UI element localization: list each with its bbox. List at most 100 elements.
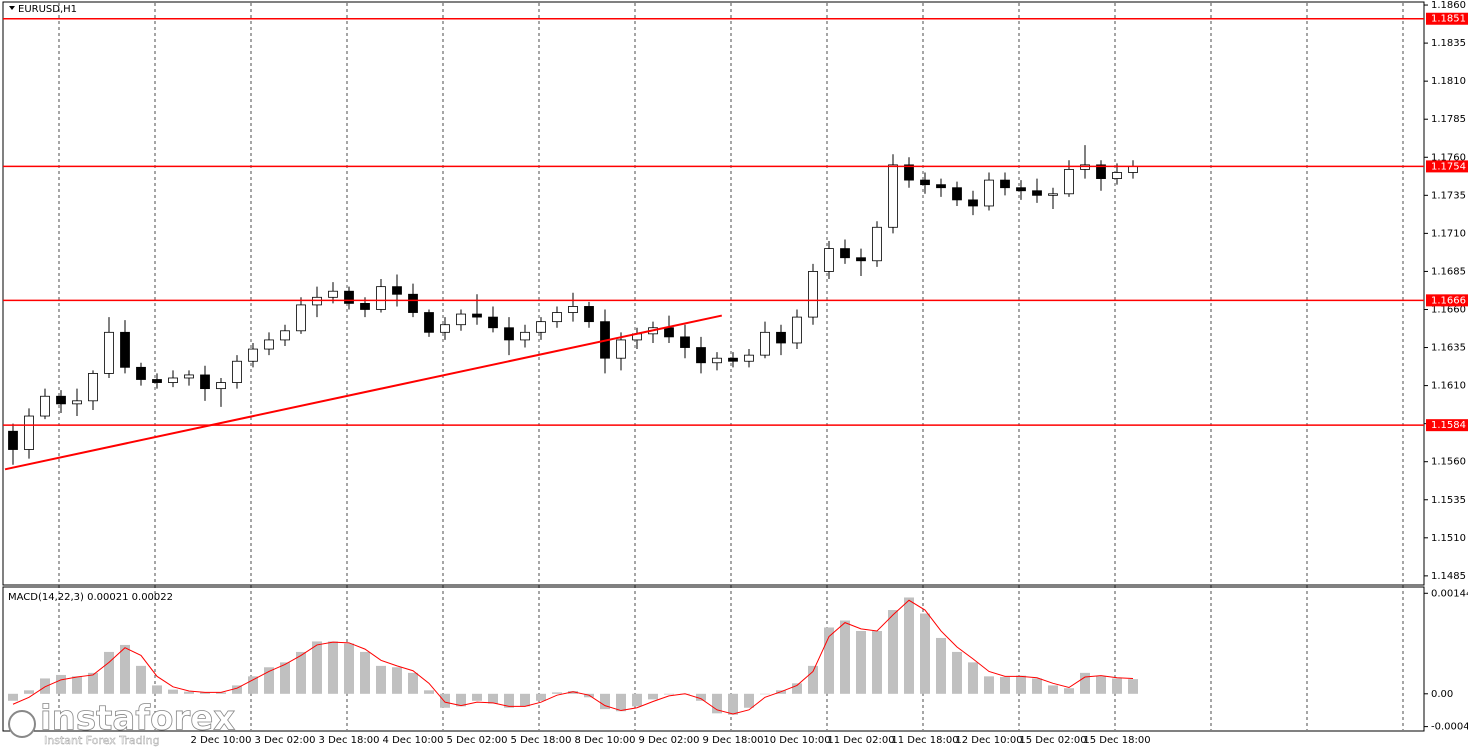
macd-bar (248, 676, 258, 694)
level-label: 1.1754 (1431, 161, 1466, 172)
candle-body (456, 313, 466, 326)
macd-bar (904, 597, 914, 694)
macd-bar (840, 620, 850, 694)
macd-bar (1032, 678, 1042, 694)
macd-bar (104, 651, 114, 694)
y-tick-label: 1.1810 (1431, 76, 1466, 87)
macd-bar (520, 693, 530, 707)
macd-bar (40, 678, 50, 694)
macd-bar (56, 674, 66, 694)
y-tick-label: 1.1710 (1431, 228, 1466, 239)
candle-body (856, 257, 866, 262)
candle-body (280, 330, 290, 341)
macd-bar (712, 693, 722, 714)
y-tick-label: 0.00144 (1431, 588, 1468, 599)
trend-line (4, 314, 723, 471)
macd-bar (24, 690, 34, 694)
candle-body (872, 226, 882, 262)
macd-bar (472, 693, 482, 701)
macd-bar (168, 689, 178, 694)
candle-body (984, 179, 994, 207)
candle-body (1000, 179, 1010, 189)
y-tick-label: 1.1760 (1431, 152, 1466, 163)
macd-bar (440, 693, 450, 708)
candle-body (216, 382, 226, 390)
candle-body (552, 312, 562, 323)
macd-bar (376, 665, 386, 694)
candle-body (376, 286, 386, 310)
candle-body (1112, 172, 1122, 179)
macd-bar (936, 637, 946, 694)
macd-bar (392, 667, 402, 694)
x-tick-label: 12 Dec 10:00 (955, 735, 1022, 746)
candle-body (568, 306, 578, 313)
macd-bar (760, 693, 770, 695)
candle-body (968, 199, 978, 207)
x-tick-label: 15 Dec 18:00 (1083, 735, 1150, 746)
macd-bar (1128, 679, 1138, 694)
macd-bar (632, 693, 642, 707)
candle-body (8, 430, 18, 450)
x-tick-label: 11 Dec 02:00 (827, 735, 894, 746)
candle-body (504, 327, 514, 341)
y-tick-label: -0.00047 (1431, 722, 1468, 733)
macd-bar (968, 662, 978, 694)
macd-bar (136, 665, 146, 694)
candle-body (312, 296, 322, 306)
macd-bar (648, 693, 658, 700)
candle-body (1096, 164, 1106, 179)
candle-body (328, 290, 338, 298)
candle-body (888, 164, 898, 228)
macd-bar (792, 683, 802, 694)
macd-bar (872, 630, 882, 694)
macd-bar (1064, 688, 1074, 694)
candle-body (120, 331, 130, 368)
macd-bar (312, 641, 322, 694)
candle-body (584, 306, 594, 323)
macd-bar (856, 630, 866, 694)
candle-body (152, 379, 162, 383)
level-tag (1426, 419, 1468, 432)
x-tick-label: 10 Dec 10:00 (763, 735, 830, 746)
macd-bar (264, 667, 274, 694)
y-tick-label: 1.1635 (1431, 343, 1466, 354)
y-tick-label: 1.1510 (1431, 533, 1466, 544)
candle-body (1016, 187, 1026, 192)
candle-body (248, 348, 258, 362)
candle-body (408, 293, 418, 313)
macd-bar (984, 676, 994, 694)
candle-body (392, 286, 402, 295)
macd-bar (552, 692, 562, 694)
macd-bar (1112, 678, 1122, 694)
menu-arrow[interactable] (9, 6, 15, 10)
candle-body (232, 360, 242, 383)
candle-body (840, 248, 850, 259)
candle-body (488, 316, 498, 329)
macd-title: MACD(14,22,3) 0.00021 0.00022 (8, 592, 173, 603)
macd-bar (152, 685, 162, 694)
macd-bar (600, 693, 610, 710)
macd-bar (232, 685, 242, 694)
x-tick-label: 9 Dec 02:00 (639, 735, 700, 746)
macd-bar (88, 672, 98, 694)
macd-bar (744, 693, 754, 708)
candle-body (88, 373, 98, 402)
logo-icon (8, 710, 36, 738)
y-tick-label: 1.1785 (1431, 114, 1466, 125)
x-tick-label: 5 Dec 18:00 (511, 735, 572, 746)
macd-bar (72, 676, 82, 694)
logo: instaforex Instant Forex Trading (8, 698, 236, 747)
candle-body (728, 357, 738, 362)
macd-bar (344, 643, 354, 694)
candle-body (680, 336, 690, 348)
macd-bar (888, 610, 898, 694)
macd-bar (424, 690, 434, 694)
macd-bar (1096, 676, 1106, 694)
level-tag (1426, 160, 1468, 173)
macd-bar (1048, 685, 1058, 694)
price-panel (2, 1, 1425, 586)
candle-body (72, 400, 82, 405)
macd-bar (1000, 677, 1010, 694)
y-tick-label: 1.1485 (1431, 571, 1466, 582)
y-tick-label: 1.1610 (1431, 381, 1466, 392)
